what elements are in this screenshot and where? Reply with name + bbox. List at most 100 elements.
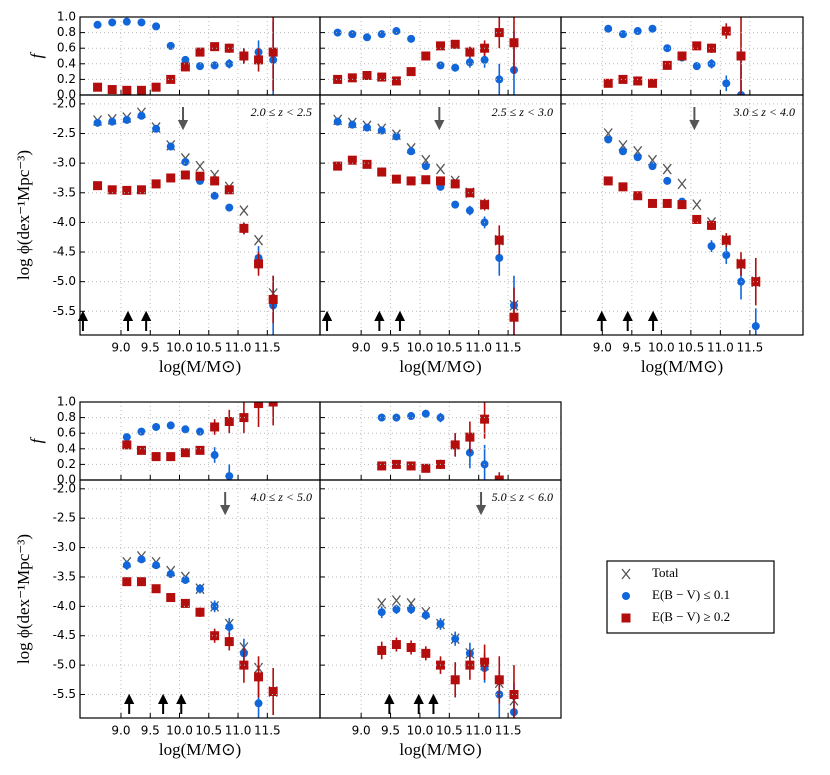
data-point	[392, 132, 401, 141]
panel-frame	[79, 94, 321, 336]
data-point	[494, 475, 504, 480]
data-point	[180, 62, 190, 72]
x-tick-label: 9.0	[111, 341, 130, 355]
data-point	[721, 26, 731, 36]
data-point	[677, 200, 687, 210]
data-point	[406, 176, 416, 186]
data-point	[363, 123, 372, 132]
data-point	[603, 78, 613, 88]
data-point	[195, 607, 205, 617]
x-tick-label: 11.0	[225, 724, 252, 738]
data-point	[166, 593, 176, 603]
data-point	[195, 47, 205, 57]
data-point	[377, 126, 386, 135]
x-tick-label: 10.5	[677, 341, 704, 355]
data-point	[122, 433, 131, 442]
data-point	[436, 61, 445, 70]
data-point	[348, 30, 357, 39]
limit-arrow	[141, 310, 152, 331]
data-point	[210, 191, 219, 200]
data-point	[225, 59, 234, 68]
x-axis-label: log(M/M⊙)	[641, 357, 723, 376]
data-point	[436, 176, 445, 186]
x-tick-label: 9.5	[141, 341, 160, 355]
data-point	[647, 198, 657, 208]
data-point	[450, 39, 460, 49]
x-tick-label: 11.0	[707, 341, 734, 355]
data-point	[391, 595, 401, 606]
data-point	[406, 67, 416, 77]
data-point	[254, 55, 264, 65]
data-point	[180, 170, 190, 180]
data-point	[451, 63, 460, 72]
data-point	[122, 115, 131, 124]
panel-data	[377, 402, 504, 480]
data-point	[707, 242, 716, 251]
data-point	[377, 461, 387, 471]
data-point	[195, 445, 205, 455]
x-tick-label: 11.5	[254, 341, 281, 355]
data-point	[210, 176, 220, 186]
legend-label: E(B − V) ≥ 0.2	[652, 609, 730, 624]
x-tick-label: 9.0	[593, 341, 612, 355]
data-point	[347, 155, 357, 165]
x-tick-label: 9.0	[352, 724, 371, 738]
y-tick-label: -3.0	[53, 156, 76, 170]
legend-box	[606, 560, 775, 634]
data-point	[137, 111, 146, 120]
data-point	[421, 51, 431, 61]
data-point	[224, 637, 234, 647]
x-tick-label: 11.5	[737, 341, 764, 355]
data-point	[196, 427, 204, 436]
data-point	[136, 445, 146, 455]
x-tick-label: 10.0	[648, 341, 675, 355]
data-point	[377, 608, 386, 617]
data-point	[333, 74, 343, 84]
x-tick-label: 10.0	[407, 724, 434, 738]
panel-data	[333, 114, 519, 335]
data-point	[450, 675, 460, 685]
data-point	[254, 672, 264, 682]
data-point	[509, 38, 519, 48]
data-point	[137, 427, 146, 436]
y-tick-label: 0.6	[57, 41, 76, 55]
data-point	[495, 253, 504, 262]
data-point	[122, 185, 132, 195]
panel-frame	[319, 94, 562, 336]
redshift-label: 5.0 ≤ z < 6.0	[492, 490, 553, 504]
data-point	[151, 82, 161, 92]
limit-arrow	[622, 310, 633, 331]
limit-arrow	[77, 310, 89, 331]
data-point	[225, 472, 234, 480]
data-point	[363, 33, 372, 42]
limit-arrow	[394, 310, 406, 331]
data-point	[152, 22, 161, 31]
limit-arrow	[177, 107, 189, 131]
data-point	[406, 461, 416, 471]
x-tick-label: 10.5	[436, 341, 463, 355]
data-point	[391, 76, 401, 86]
data-point	[392, 27, 401, 36]
data-point	[122, 577, 132, 587]
y-axis-label: f	[27, 436, 46, 443]
data-point	[166, 142, 175, 151]
limit-arrow	[434, 107, 445, 131]
y-tick-label: -5.0	[53, 658, 76, 672]
data-point	[663, 44, 672, 53]
limit-arrow	[689, 107, 700, 131]
data-point	[436, 41, 445, 51]
data-point	[166, 570, 175, 579]
data-point	[107, 85, 117, 95]
data-point	[210, 61, 219, 70]
data-point	[391, 174, 401, 184]
data-point	[210, 422, 220, 432]
data-point	[239, 51, 249, 61]
y-tick-label: -2.5	[53, 126, 76, 140]
y-tick-label: 0.4	[57, 56, 76, 70]
x-tick-label: 11.0	[465, 341, 492, 355]
y-tick-label: -2.0	[53, 481, 76, 495]
panel-frame	[560, 94, 804, 336]
limit-arrow	[374, 310, 385, 331]
data-point	[722, 251, 731, 259]
data-point	[151, 452, 161, 462]
